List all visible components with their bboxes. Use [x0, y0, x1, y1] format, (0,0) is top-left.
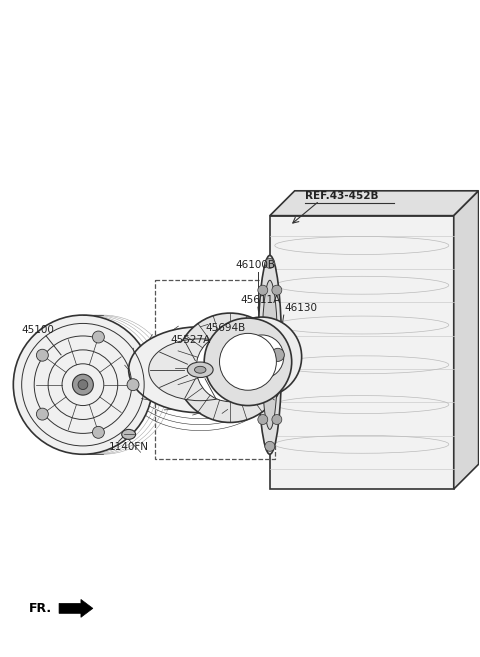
Ellipse shape: [265, 258, 275, 268]
Ellipse shape: [258, 256, 282, 454]
Ellipse shape: [265, 442, 275, 451]
Ellipse shape: [93, 426, 104, 438]
Ellipse shape: [222, 317, 301, 397]
Text: 46130: 46130: [285, 303, 318, 313]
Ellipse shape: [266, 343, 290, 367]
Text: 46100B: 46100B: [235, 260, 275, 271]
Ellipse shape: [262, 281, 278, 430]
Ellipse shape: [187, 362, 213, 378]
Text: 1140FN: 1140FN: [109, 442, 149, 452]
Text: REF.43-452B: REF.43-452B: [305, 191, 378, 201]
Ellipse shape: [127, 378, 139, 391]
Ellipse shape: [149, 339, 252, 401]
Ellipse shape: [240, 335, 284, 378]
Text: 45611A: 45611A: [240, 295, 280, 305]
Ellipse shape: [36, 408, 48, 420]
Polygon shape: [454, 191, 479, 489]
Ellipse shape: [122, 430, 136, 440]
Ellipse shape: [272, 415, 282, 424]
Ellipse shape: [255, 350, 265, 360]
Ellipse shape: [93, 331, 104, 343]
Polygon shape: [59, 599, 93, 618]
Ellipse shape: [258, 285, 268, 295]
Text: FR.: FR.: [29, 602, 52, 615]
Text: 45100: 45100: [21, 325, 54, 335]
Polygon shape: [270, 191, 479, 215]
Text: 45694B: 45694B: [205, 323, 245, 333]
Ellipse shape: [36, 350, 48, 361]
Ellipse shape: [194, 367, 206, 373]
Text: 45527A: 45527A: [170, 335, 211, 345]
Ellipse shape: [175, 313, 285, 422]
Ellipse shape: [271, 348, 284, 361]
Ellipse shape: [272, 285, 282, 295]
Ellipse shape: [219, 333, 276, 390]
Ellipse shape: [196, 334, 264, 401]
Ellipse shape: [204, 318, 292, 405]
Ellipse shape: [13, 315, 153, 454]
Ellipse shape: [78, 380, 88, 390]
Ellipse shape: [258, 415, 268, 424]
Polygon shape: [270, 215, 454, 489]
Ellipse shape: [275, 350, 285, 360]
Ellipse shape: [129, 327, 272, 413]
Ellipse shape: [72, 374, 93, 395]
